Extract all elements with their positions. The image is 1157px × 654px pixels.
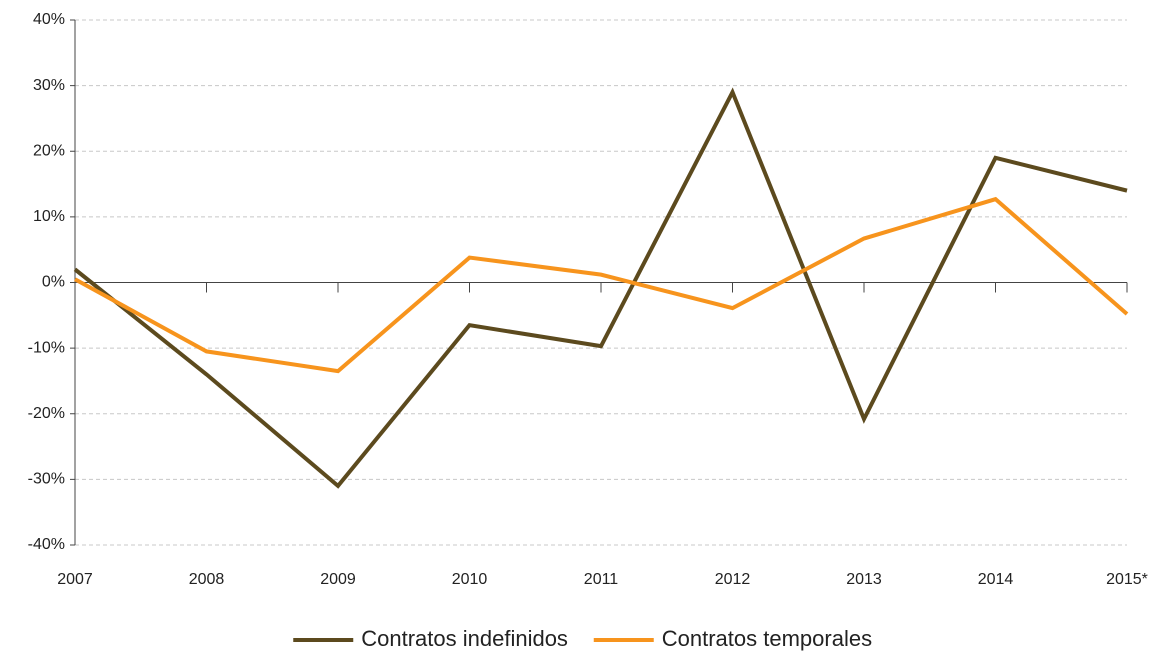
y-tick-label: -20%: [28, 405, 65, 422]
y-tick-label: 30%: [33, 77, 65, 94]
x-tick-label: 2007: [57, 571, 93, 588]
x-tick-label: 2009: [320, 571, 356, 588]
series-line: [74, 196, 1129, 374]
x-tick-label: 2015*: [1106, 571, 1148, 588]
y-tick-label: -10%: [28, 339, 65, 356]
x-tick-label: 2013: [846, 571, 882, 588]
y-tick-label: 20%: [33, 142, 65, 159]
y-tick-label: 10%: [33, 208, 65, 225]
x-tick-label: 2011: [584, 571, 619, 588]
x-tick-label: 2012: [715, 571, 751, 588]
y-tick-label: -40%: [28, 536, 65, 553]
x-tick-label: 2008: [189, 571, 225, 588]
legend-label: Contratos indefinidos: [361, 626, 568, 651]
y-tick-label: 0%: [42, 274, 65, 291]
x-tick-label: 2014: [978, 571, 1014, 588]
legend-label: Contratos temporales: [662, 626, 872, 651]
y-tick-label: 40%: [33, 11, 65, 28]
y-tick-label: -30%: [28, 471, 65, 488]
x-tick-label: 2010: [452, 571, 488, 588]
series-line: [73, 87, 1128, 489]
